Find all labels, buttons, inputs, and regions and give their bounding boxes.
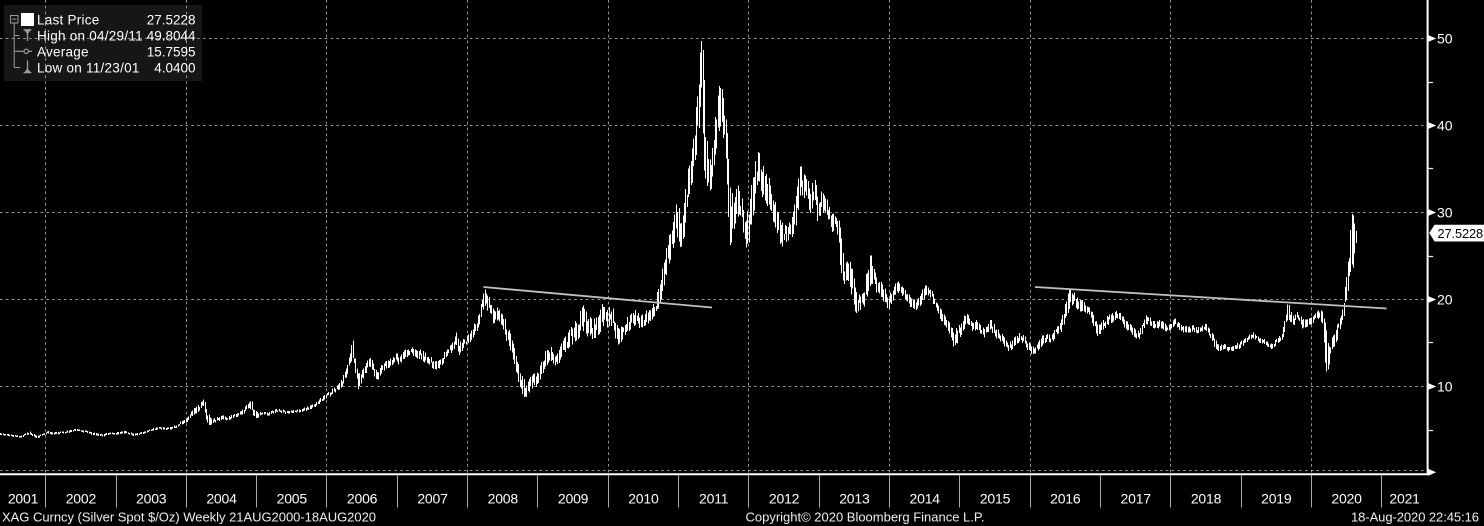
svg-text:15.7595: 15.7595: [147, 44, 196, 59]
svg-text:XAG Curncy (Silver Spot $/Oz): XAG Curncy (Silver Spot $/Oz) Weekly 21A…: [2, 510, 376, 525]
svg-text:2010: 2010: [628, 491, 659, 507]
svg-text:18-Aug-2020 22:45:16: 18-Aug-2020 22:45:16: [1351, 510, 1479, 525]
svg-text:2001: 2001: [8, 491, 39, 507]
svg-text:2018: 2018: [1191, 491, 1222, 507]
svg-text:High on 04/29/11: High on 04/29/11: [37, 28, 143, 43]
svg-text:50: 50: [1437, 30, 1453, 46]
svg-text:2017: 2017: [1121, 491, 1152, 507]
svg-text:Copyright© 2020 Bloomberg Fina: Copyright© 2020 Bloomberg Finance L.P.: [746, 510, 985, 525]
svg-text:Last Price: Last Price: [37, 12, 100, 27]
svg-text:2006: 2006: [347, 491, 378, 507]
svg-text:4.0400: 4.0400: [154, 60, 195, 75]
svg-text:2009: 2009: [558, 491, 589, 507]
svg-text:2007: 2007: [417, 491, 448, 507]
svg-text:2004: 2004: [206, 491, 237, 507]
svg-text:2008: 2008: [488, 491, 519, 507]
svg-text:2016: 2016: [1050, 491, 1081, 507]
svg-text:Low on 11/23/01: Low on 11/23/01: [37, 60, 140, 75]
svg-text:Average: Average: [37, 44, 89, 59]
svg-text:2015: 2015: [980, 491, 1011, 507]
svg-text:2002: 2002: [66, 491, 97, 507]
svg-text:27.5228: 27.5228: [147, 12, 196, 27]
svg-text:30: 30: [1437, 204, 1453, 220]
svg-text:40: 40: [1437, 117, 1453, 133]
svg-text:2020: 2020: [1331, 491, 1362, 507]
svg-text:2019: 2019: [1261, 491, 1292, 507]
svg-text:49.8044: 49.8044: [147, 28, 196, 43]
svg-text:2014: 2014: [910, 491, 941, 507]
svg-text:2012: 2012: [769, 491, 800, 507]
svg-text:2003: 2003: [136, 491, 167, 507]
svg-text:10: 10: [1437, 378, 1453, 394]
svg-text:20: 20: [1437, 291, 1453, 307]
svg-text:2021: 2021: [1389, 491, 1420, 507]
svg-text:2005: 2005: [277, 491, 308, 507]
svg-text:2013: 2013: [839, 491, 870, 507]
svg-text:2011: 2011: [699, 491, 729, 507]
svg-text:27.5228: 27.5228: [1438, 226, 1484, 241]
